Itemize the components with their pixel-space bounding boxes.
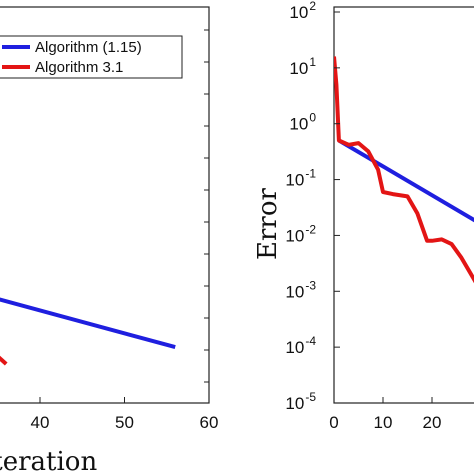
left-x-tick-label: 60	[200, 413, 219, 432]
left-legend: Algorithm (1.15) Algorithm 3.1	[0, 35, 183, 79]
right-y-tick-label: 10-5	[285, 390, 316, 413]
left-plot-frame	[0, 6, 210, 404]
right-y-tick-label: 10-2	[285, 222, 316, 245]
right-y-tick-label: 102	[289, 0, 316, 22]
right-y-tick-label: 10-3	[285, 278, 316, 301]
legend-label-algorithm-3-1: Algorithm 3.1	[35, 59, 123, 76]
left-x-ticks: 40 50 60	[31, 29, 219, 432]
right-x-tick-label: 10	[374, 413, 393, 432]
left-x-tick-label: 40	[31, 413, 50, 432]
legend-box	[0, 35, 183, 79]
right-y-tick-label: 10-1	[285, 167, 316, 190]
right-y-tick-label: 101	[289, 55, 316, 78]
left-x-axis-label: Iteration	[0, 447, 97, 474]
right-y-tick-label: 10-4	[285, 334, 316, 357]
right-series-algorithm-1-15	[337, 138, 474, 223]
right-series-layer	[334, 56, 474, 284]
right-y-ticks: 102 101 100 10-1 10-2 10-3 10-4 10-5	[285, 0, 340, 413]
right-y-tick-label: 100	[289, 111, 316, 134]
left-series-layer	[0, 297, 176, 366]
left-chart: 40 50 60 Iteration Algorithm (1.15) Algori…	[0, 6, 219, 474]
right-x-tick-label: 20	[423, 413, 442, 432]
left-series-algorithm-3-1	[0, 355, 8, 366]
right-series-algorithm-3-1	[334, 56, 474, 284]
right-y-axis-label: Error	[253, 188, 283, 260]
left-x-tick-label: 50	[115, 413, 134, 432]
legend-label-algorithm-1-15: Algorithm (1.15)	[35, 39, 142, 56]
right-x-ticks: 0 10 20	[329, 397, 441, 432]
right-x-tick-label: 0	[329, 413, 338, 432]
right-chart: 0 10 20 102 101 100 10-1 10-2 10-3 10-4 10-5 Erro…	[253, 0, 474, 432]
left-series-algorithm-1-15	[0, 297, 176, 350]
right-plot-frame	[333, 6, 474, 404]
